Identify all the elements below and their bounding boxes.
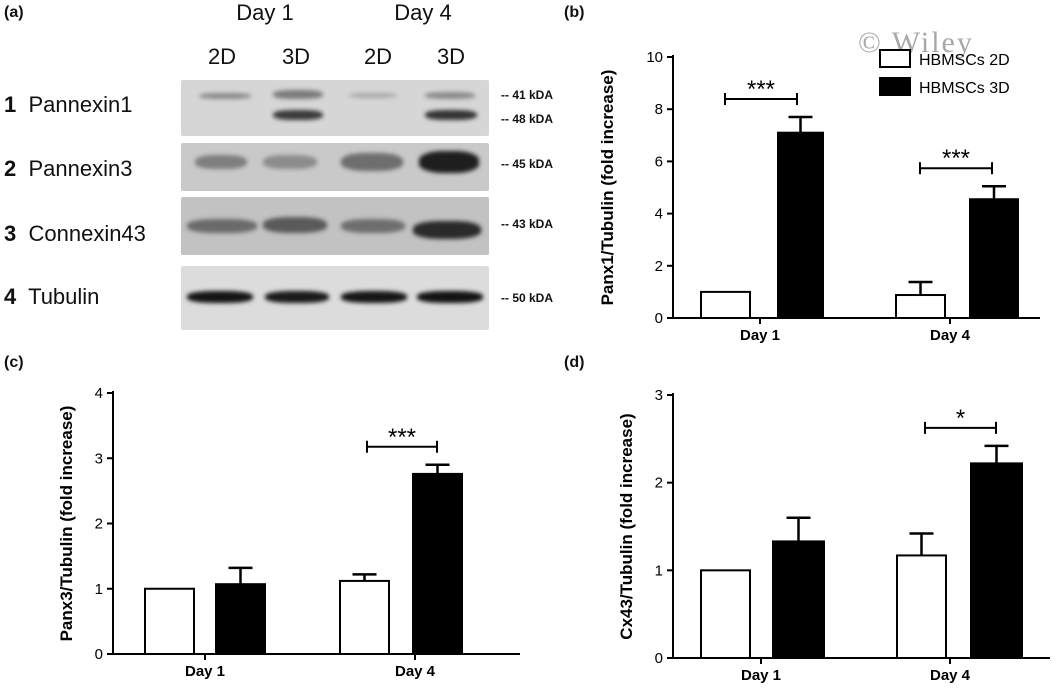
bar xyxy=(412,472,463,655)
row-label-connexin43: 3 Connexin43 xyxy=(4,221,146,247)
chart-d: 0 1 2 3 Day 1 Day 4 * Cx43/Tubulin (fold increa… xyxy=(617,387,1050,684)
bar xyxy=(777,131,824,319)
row-label-pannexin1: 1 Pannexin1 xyxy=(4,92,132,118)
wiley-watermark: © Wiley xyxy=(858,26,974,59)
blot-connexin43 xyxy=(181,197,489,255)
bar xyxy=(895,294,946,320)
y-tick-label: 6 xyxy=(655,153,663,170)
x-tick-label: Day 1 xyxy=(740,327,780,344)
band xyxy=(187,291,253,303)
y-axis-label: Panx3/Tubulin (fold increase) xyxy=(57,406,76,642)
band xyxy=(417,291,483,303)
y-tick-label: 1 xyxy=(95,581,103,598)
band xyxy=(195,155,247,169)
bar xyxy=(970,462,1023,659)
band xyxy=(341,291,407,303)
band xyxy=(341,153,403,171)
kda-marker: -- 43 kDA xyxy=(501,217,554,231)
band xyxy=(263,155,317,169)
x-tick-label: Day 4 xyxy=(930,667,971,684)
day1-header: Day 1 xyxy=(236,0,294,25)
band xyxy=(199,93,251,99)
blot-pannexin1 xyxy=(181,80,489,136)
band xyxy=(187,219,257,233)
x-tick-label: Day 4 xyxy=(395,663,436,680)
bar xyxy=(339,579,390,655)
panel-a-label: (a) xyxy=(4,4,24,21)
kda-marker: -- 48 kDA xyxy=(501,112,554,126)
y-tick-label: 2 xyxy=(655,258,663,275)
bar xyxy=(700,290,751,319)
significance-label: *** xyxy=(747,76,775,103)
band xyxy=(425,92,475,99)
protein-name: Pannexin3 xyxy=(28,156,133,181)
panel-c-label: (c) xyxy=(4,354,24,371)
protein-name: Connexin43 xyxy=(28,221,146,246)
band xyxy=(413,221,481,239)
lane-2-header: 3D xyxy=(281,44,311,69)
kda-marker: -- 45 kDA xyxy=(501,157,554,171)
band xyxy=(263,217,327,233)
x-tick-label: Day 1 xyxy=(741,667,781,684)
y-tick-label: 3 xyxy=(655,387,663,404)
lane-3-header: 2D xyxy=(363,44,393,69)
kda-marker: -- 41 kDA xyxy=(501,88,554,102)
y-tick-label: 0 xyxy=(655,650,663,667)
row-label-tubulin: 4 Tubulin xyxy=(4,284,99,310)
significance-label: *** xyxy=(942,145,970,172)
legend-swatch xyxy=(879,77,911,96)
band xyxy=(349,93,397,98)
blot-pannexin3 xyxy=(181,143,489,191)
panel-d-label: (d) xyxy=(564,354,585,371)
row-number: 2 xyxy=(4,156,17,181)
band xyxy=(425,110,477,120)
chart-c: 0 1 2 3 4 Day 1 Day 4 *** Panx3/Tubulin (fold in… xyxy=(57,385,520,680)
band xyxy=(273,90,323,99)
band xyxy=(273,110,323,120)
day4-header: Day 4 xyxy=(394,0,452,25)
bar xyxy=(700,569,751,659)
y-tick-label: 2 xyxy=(95,516,103,533)
y-tick-label: 1 xyxy=(655,562,663,579)
y-tick-label: 3 xyxy=(95,450,103,467)
row-number: 4 xyxy=(4,284,17,309)
lane-4-header: 3D xyxy=(436,44,466,69)
y-tick-label: 0 xyxy=(95,646,103,663)
y-tick-label: 2 xyxy=(655,475,663,492)
y-tick-label: 8 xyxy=(655,101,663,118)
legend-label: HBMSCs 2D xyxy=(919,52,1010,69)
band xyxy=(419,151,479,173)
x-tick-label: Day 4 xyxy=(930,327,971,344)
row-number: 3 xyxy=(4,221,17,246)
bar xyxy=(144,587,195,655)
chart-b: 0 2 4 6 8 10 Day 1 Day 4 *** *** Panx1/Tubulin (fo… xyxy=(598,49,1040,344)
blot-tubulin xyxy=(181,266,489,330)
bar xyxy=(896,554,947,659)
x-tick-label: Day 1 xyxy=(185,663,225,680)
panel-b-label: (b) xyxy=(564,4,585,21)
protein-name: Pannexin1 xyxy=(28,92,133,117)
y-tick-label: 4 xyxy=(655,206,663,223)
y-tick-label: 4 xyxy=(95,385,103,402)
band xyxy=(341,219,405,233)
bar xyxy=(969,198,1019,319)
row-label-pannexin3: 2 Pannexin3 xyxy=(4,156,132,182)
bar xyxy=(772,540,825,659)
row-number: 1 xyxy=(4,92,17,117)
lane-1-header: 2D xyxy=(207,44,237,69)
y-axis-label: Cx43/Tubulin (fold increase) xyxy=(617,413,636,639)
y-tick-label: 0 xyxy=(655,310,663,327)
y-axis-label: Panx1/Tubulin (fold increase) xyxy=(598,70,617,306)
y-tick-label: 10 xyxy=(646,49,663,66)
bar xyxy=(215,583,266,655)
protein-name: Tubulin xyxy=(28,284,100,309)
legend-label: HBMSCs 3D xyxy=(919,80,1010,97)
significance-label: * xyxy=(956,405,965,432)
legend-swatch xyxy=(879,49,911,68)
kda-marker: -- 50 kDA xyxy=(501,291,554,305)
significance-label: *** xyxy=(388,424,416,451)
band xyxy=(265,291,329,303)
